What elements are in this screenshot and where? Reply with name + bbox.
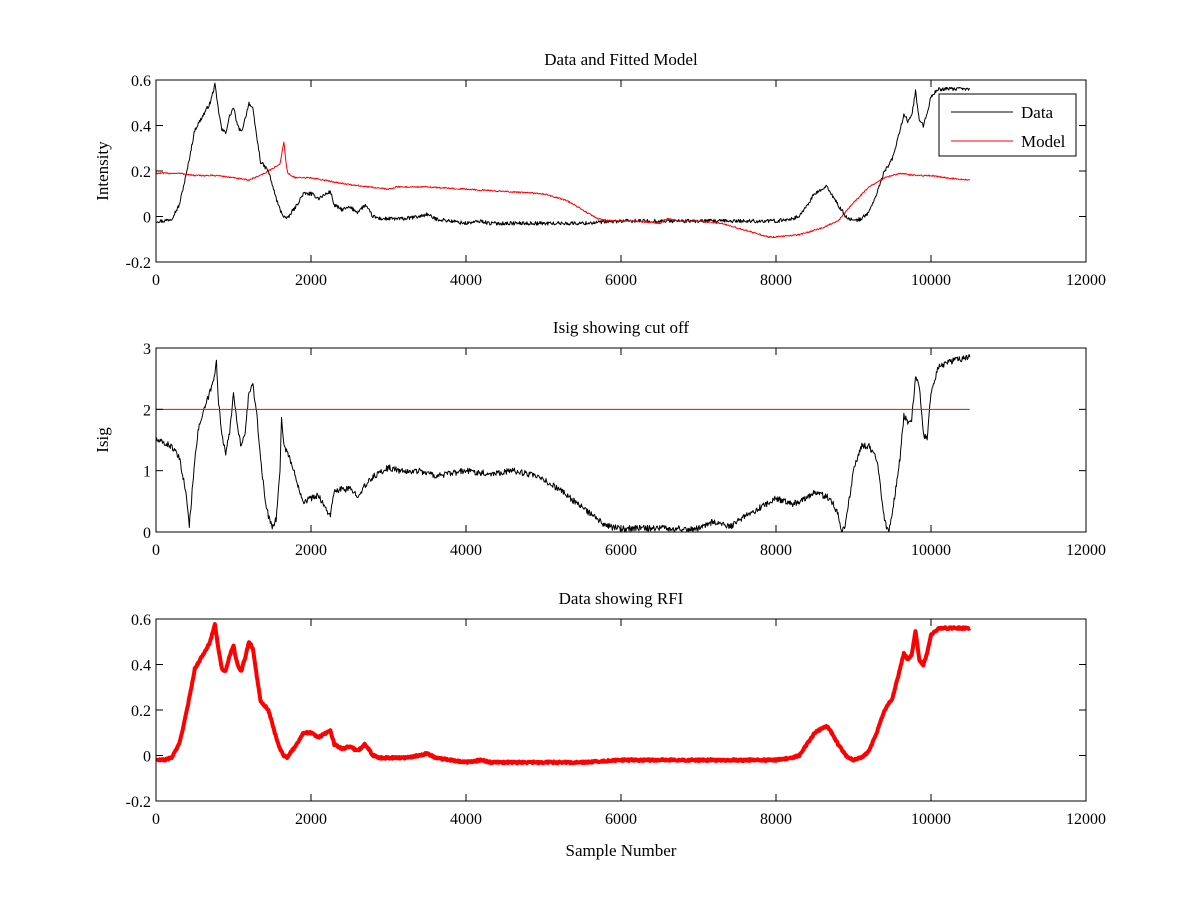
y-tick-label: 0.4 <box>131 119 151 136</box>
axes-frame <box>155 347 1087 533</box>
x-tick-label: 6000 <box>605 272 637 289</box>
x-tick-label: 4000 <box>450 542 482 559</box>
x-tick-label: 4000 <box>450 272 482 289</box>
x-tick-label: 2000 <box>295 811 327 828</box>
x-tick-label: 2000 <box>295 272 327 289</box>
panel-data-and-fitted-model: 0 2000 4000 6000 8000 10000 12000-0.200.20.40.… <box>93 50 1106 289</box>
x-tick-label: 0 <box>152 542 160 559</box>
x-tick-label: 4000 <box>450 811 482 828</box>
y-tick-label: 0.2 <box>131 703 151 720</box>
chart-title: Isig showing cut off <box>553 318 689 337</box>
series-line-data <box>156 82 971 226</box>
y-tick-label: -0.2 <box>126 255 151 272</box>
x-tick-label: 2000 <box>295 542 327 559</box>
y-axis-label: Intensity <box>93 141 112 201</box>
x-tick-label: 6000 <box>605 811 637 828</box>
x-axis-label: Sample Number <box>566 841 677 860</box>
y-tick-label: 0.4 <box>131 658 151 675</box>
legend: Data Model <box>938 93 1077 157</box>
x-tick-label: 0 <box>152 811 160 828</box>
x-tick-label: 8000 <box>760 811 792 828</box>
x-tick-label: 12000 <box>1066 542 1106 559</box>
x-tick-label: 12000 <box>1066 272 1106 289</box>
panel-data-showing-rfi: 0 2000 4000 6000 8000 10000 12000-0.200.20.40.… <box>126 589 1106 860</box>
x-tick-label: 0 <box>152 272 160 289</box>
x-tick-label: 8000 <box>760 542 792 559</box>
axes-frame <box>155 618 1087 802</box>
x-tick-label: 10000 <box>911 272 951 289</box>
panel-isig-showing-cut-off: 0 2000 4000 6000 8000 10000 12000 0 1 2 3 Isig show… <box>93 318 1106 559</box>
x-tick-label: 8000 <box>760 272 792 289</box>
y-tick-label: 0.2 <box>131 164 151 181</box>
y-tick-label: 0.6 <box>131 73 151 90</box>
y-tick-label: 0 <box>143 210 151 227</box>
x-tick-label: 10000 <box>911 811 951 828</box>
x-tick-label: 12000 <box>1066 811 1106 828</box>
y-tick-label: 0.6 <box>131 612 151 629</box>
y-tick-label: -0.2 <box>126 794 151 811</box>
y-tick-label: 2 <box>143 402 151 419</box>
legend-label-model: Model <box>1021 132 1066 151</box>
x-tick-label: 6000 <box>605 542 637 559</box>
y-tick-label: 1 <box>143 464 151 481</box>
series-line-model <box>156 141 971 239</box>
chart-title: Data showing RFI <box>559 589 684 608</box>
y-tick-label: 3 <box>143 341 151 358</box>
chart-title: Data and Fitted Model <box>544 50 698 69</box>
series-line-rfi <box>156 622 972 766</box>
y-tick-label: 0 <box>143 525 151 542</box>
y-axis-label: Isig <box>93 427 112 453</box>
series-line-isig <box>156 354 971 532</box>
legend-box <box>938 93 1077 157</box>
x-tick-label: 10000 <box>911 542 951 559</box>
y-tick-label: 0 <box>143 749 151 766</box>
legend-label-data: Data <box>1021 103 1054 122</box>
